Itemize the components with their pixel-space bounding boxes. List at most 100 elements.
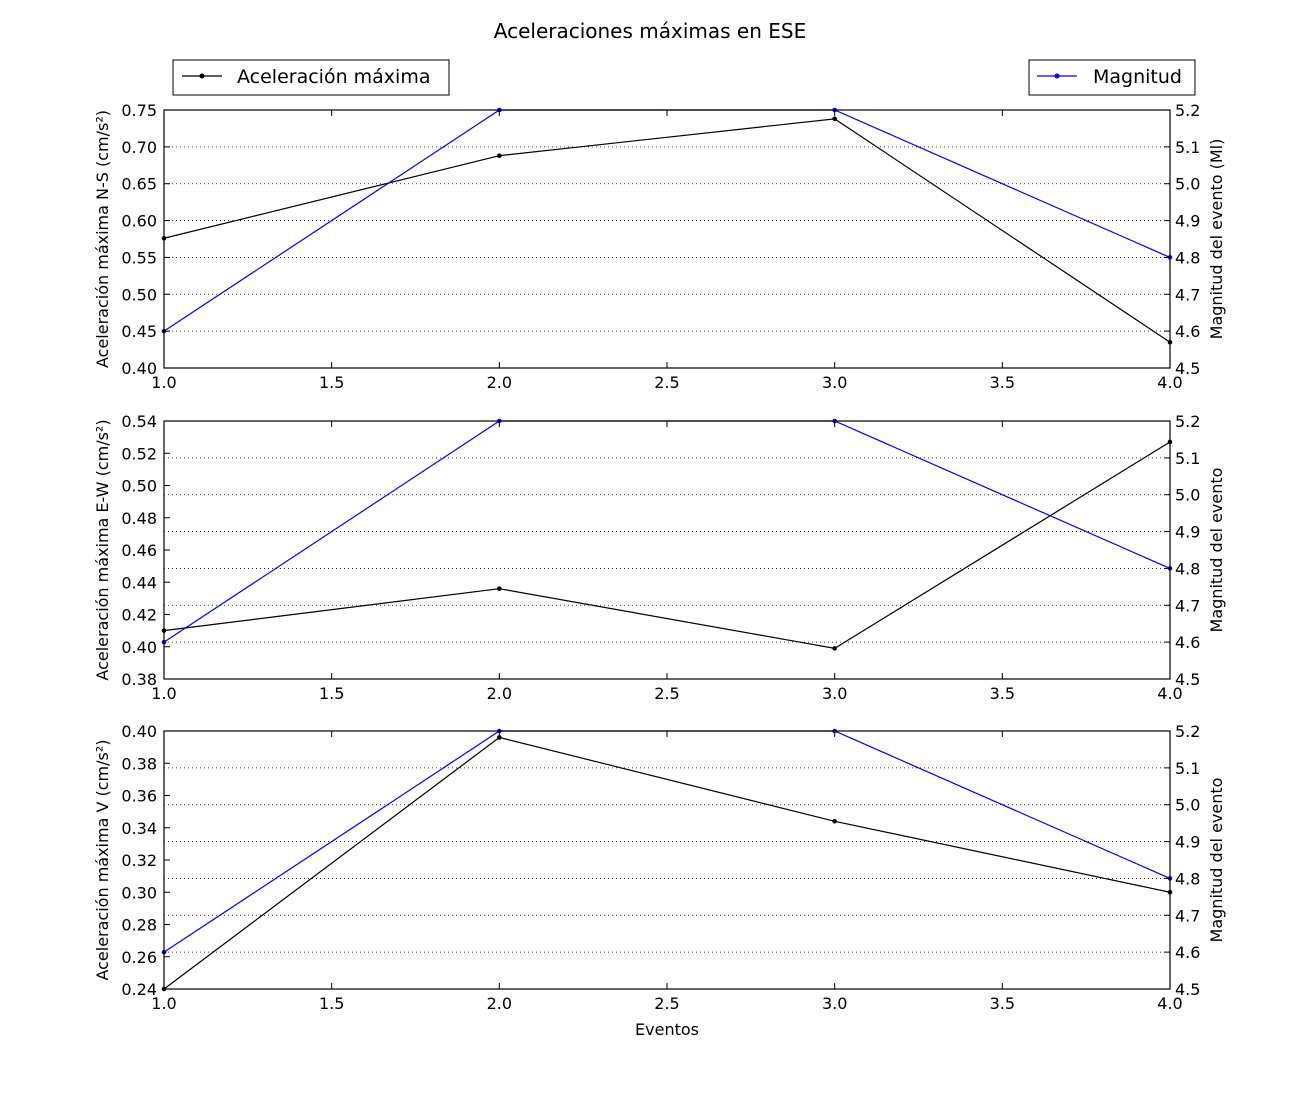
subplot-2: 1.0 1.5 2.0 2.5 3.0 3.5 4.0 0.38 0.40 0.42 0.44 0.4… bbox=[93, 412, 1226, 703]
y-right-tick-label: 5.1 bbox=[1175, 449, 1200, 468]
x-tick-label: 2.5 bbox=[654, 373, 679, 392]
chart-title: Aceleraciones máximas en ESE bbox=[494, 19, 806, 43]
x-tick-label: 3.0 bbox=[822, 994, 847, 1013]
x-tick-label: 2.5 bbox=[654, 684, 679, 703]
y-right-tick-label: 4.9 bbox=[1175, 523, 1200, 542]
y-tick-label: 0.38 bbox=[121, 670, 157, 689]
y-right-tick-label: 5.0 bbox=[1175, 175, 1200, 194]
legend-left-box bbox=[172, 59, 450, 96]
y-tick-label: 0.70 bbox=[121, 138, 157, 157]
x-tick-label: 1.0 bbox=[151, 373, 176, 392]
series-line-magnitud bbox=[163, 420, 1171, 643]
x-tick-label: 2.0 bbox=[487, 373, 512, 392]
x-tick-label: 3.0 bbox=[822, 373, 847, 392]
data-point-aceleracion bbox=[497, 735, 502, 740]
y-tick-label: 0.40 bbox=[121, 638, 157, 657]
y-tick-label: 0.65 bbox=[121, 175, 157, 194]
x-tick-label: 1.5 bbox=[319, 373, 344, 392]
y-tick-label: 0.30 bbox=[121, 883, 157, 902]
x-tick-label: 1.5 bbox=[319, 684, 344, 703]
data-point-aceleracion bbox=[497, 586, 502, 591]
y-right-tick-label: 5.1 bbox=[1175, 138, 1200, 157]
series-line-aceleracion bbox=[163, 441, 1171, 649]
y-right-tick-label: 4.5 bbox=[1175, 359, 1200, 378]
x-tick-label: 2.0 bbox=[487, 994, 512, 1013]
y-right-tick-label: 5.2 bbox=[1175, 101, 1200, 120]
y-tick-label: 0.40 bbox=[121, 722, 157, 741]
x-axis-label: Eventos bbox=[635, 1020, 699, 1039]
x-tick-label: 4.0 bbox=[1157, 373, 1182, 392]
series-line-aceleracion bbox=[163, 118, 1171, 343]
y-tick-label: 0.24 bbox=[121, 980, 157, 999]
x-tick-label: 3.0 bbox=[822, 684, 847, 703]
y-right-tick-label: 4.6 bbox=[1175, 322, 1200, 341]
y-right-tick-label: 4.7 bbox=[1175, 285, 1200, 304]
y-tick-label: 0.44 bbox=[121, 573, 157, 592]
y-tick-label: 0.54 bbox=[121, 412, 157, 431]
series-line-aceleracion bbox=[163, 736, 1171, 990]
data-point-aceleracion bbox=[497, 153, 502, 159]
y-right-tick-label: 4.5 bbox=[1175, 670, 1200, 689]
legend-left-label: Aceleración máxima bbox=[237, 66, 430, 88]
x-tick-label: 1.5 bbox=[319, 994, 344, 1013]
x-tick-label: 1.0 bbox=[151, 684, 176, 703]
y-right-axis-label: Magnitud del evento (Ml) bbox=[1207, 139, 1226, 340]
y-right-tick-label: 5.0 bbox=[1175, 796, 1200, 815]
y-right-tick-label: 4.6 bbox=[1175, 943, 1200, 962]
data-point-aceleracion bbox=[832, 116, 837, 122]
y-right-tick-label: 4.7 bbox=[1175, 906, 1200, 925]
y-right-tick-label: 4.9 bbox=[1175, 833, 1200, 852]
y-tick-label: 0.32 bbox=[121, 851, 157, 870]
data-point-aceleracion bbox=[832, 646, 837, 651]
legend-right: Magnitud bbox=[1028, 59, 1196, 96]
y-tick-label: 0.60 bbox=[121, 212, 157, 231]
y-tick-label: 0.75 bbox=[121, 101, 157, 120]
y-tick-label: 0.50 bbox=[121, 477, 157, 496]
y-right-tick-label: 4.5 bbox=[1175, 980, 1200, 999]
y-right-tick-label: 4.6 bbox=[1175, 633, 1200, 652]
x-tick-label: 3.5 bbox=[990, 684, 1015, 703]
plot-frame bbox=[163, 109, 1171, 369]
y-right-tick-label: 4.8 bbox=[1175, 869, 1200, 888]
y-right-tick-label: 4.8 bbox=[1175, 559, 1200, 578]
x-tick-label: 2.0 bbox=[487, 684, 512, 703]
y-tick-label: 0.55 bbox=[121, 248, 157, 267]
x-tick-label: 3.5 bbox=[990, 373, 1015, 392]
y-tick-label: 0.28 bbox=[121, 916, 157, 935]
y-tick-label: 0.26 bbox=[121, 948, 157, 967]
legend-right-marker bbox=[1054, 73, 1060, 79]
x-tick-label: 1.0 bbox=[151, 994, 176, 1013]
legend-left: Aceleración máxima bbox=[172, 59, 450, 96]
series-line-magnitud bbox=[163, 109, 1171, 332]
y-tick-label: 0.50 bbox=[121, 285, 157, 304]
y-right-tick-label: 5.2 bbox=[1175, 722, 1200, 741]
y-tick-label: 0.36 bbox=[121, 787, 157, 806]
x-tick-label: 4.0 bbox=[1157, 684, 1182, 703]
y-right-tick-label: 4.9 bbox=[1175, 212, 1200, 231]
y-axis-label: Aceleración máxima E-W (cm/s²) bbox=[93, 419, 112, 680]
y-right-axis-label: Magnitud del evento bbox=[1207, 468, 1226, 633]
y-axis-label: Aceleración máxima V (cm/s²) bbox=[93, 739, 112, 980]
y-tick-label: 0.52 bbox=[121, 444, 157, 463]
subplot-1: 1.0 1.5 2.0 2.5 3.0 3.5 4.0 0.40 0.45 0.50 0.55 0.6… bbox=[93, 101, 1226, 392]
subplot-3: 1.0 1.5 2.0 2.5 3.0 3.5 4.0 0.24 0.26 0.28 0.30 0.3… bbox=[93, 722, 1226, 1013]
y-right-tick-label: 4.8 bbox=[1175, 248, 1200, 267]
y-right-tick-label: 4.7 bbox=[1175, 596, 1200, 615]
x-tick-label: 4.0 bbox=[1157, 994, 1182, 1013]
y-right-tick-label: 5.0 bbox=[1175, 486, 1200, 505]
legend-right-label: Magnitud bbox=[1093, 66, 1182, 88]
y-tick-label: 0.48 bbox=[121, 509, 157, 528]
y-tick-label: 0.34 bbox=[121, 819, 157, 838]
y-right-tick-label: 5.1 bbox=[1175, 759, 1200, 778]
y-tick-label: 0.45 bbox=[121, 322, 157, 341]
y-right-axis-label: Magnitud del evento bbox=[1207, 778, 1226, 943]
y-tick-label: 0.38 bbox=[121, 754, 157, 773]
legend-left-marker bbox=[199, 73, 205, 79]
y-right-tick-label: 5.2 bbox=[1175, 412, 1200, 431]
y-tick-label: 0.46 bbox=[121, 541, 157, 560]
series-line-magnitud bbox=[163, 730, 1171, 953]
y-axis-label: Aceleración máxima N-S (cm/s²) bbox=[93, 110, 112, 368]
data-point-aceleracion bbox=[832, 819, 837, 824]
y-tick-label: 0.42 bbox=[121, 606, 157, 625]
